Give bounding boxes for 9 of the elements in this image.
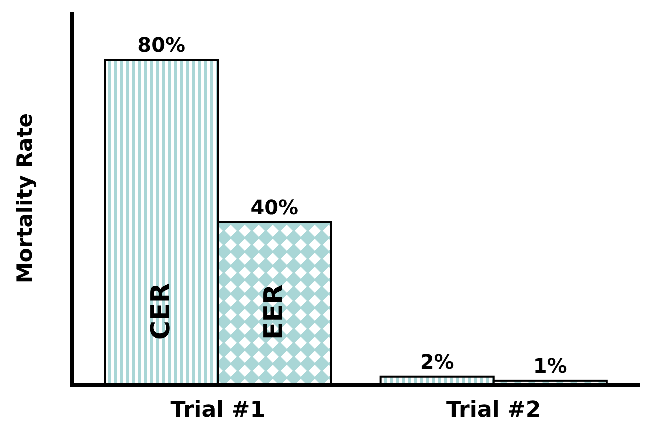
series-label: EER [260,284,290,340]
data-label: 80% [138,33,186,57]
x-tick-label: Trial #2 [446,398,542,423]
data-label: 40% [250,196,299,220]
data-label: 2% [420,350,454,374]
series-label: CER [146,283,177,340]
y-axis-title: Mortality Rate [13,114,37,284]
data-label: 1% [533,354,568,378]
x-tick-label: Trial #1 [170,398,266,423]
